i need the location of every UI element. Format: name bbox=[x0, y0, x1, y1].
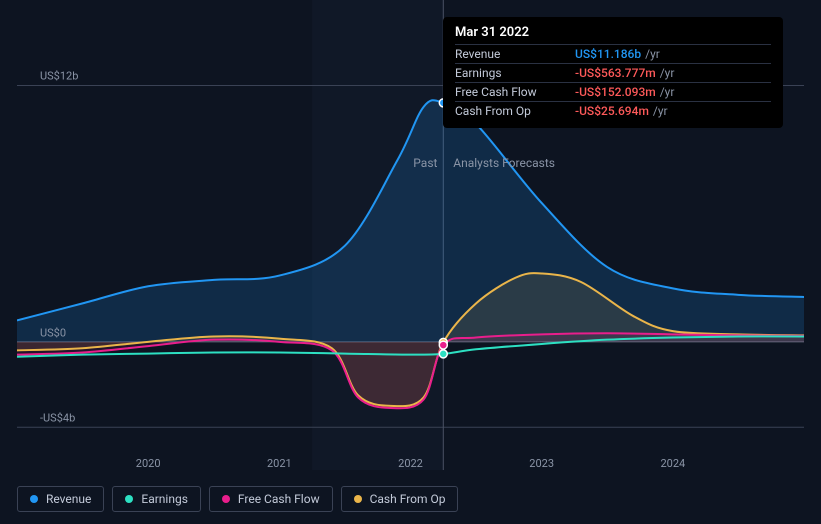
tooltip-row-label: Revenue bbox=[455, 47, 575, 61]
legend-item-earnings[interactable]: Earnings bbox=[112, 486, 201, 512]
legend-label: Earnings bbox=[141, 492, 188, 506]
tooltip-row: Cash From Op-US$25.694m/yr bbox=[455, 101, 771, 120]
data-tooltip: Mar 31 2022 RevenueUS$11.186b/yrEarnings… bbox=[443, 17, 783, 128]
legend-dot-icon bbox=[30, 495, 38, 503]
legend-item-revenue[interactable]: Revenue bbox=[17, 486, 104, 512]
legend-item-cash-from-op[interactable]: Cash From Op bbox=[341, 486, 459, 512]
past-label: Past bbox=[413, 156, 437, 170]
tooltip-row-unit: /yr bbox=[653, 104, 668, 118]
y-axis-label: US$12b bbox=[40, 70, 78, 83]
tooltip-row: Free Cash Flow-US$152.093m/yr bbox=[455, 82, 771, 101]
y-axis-label: US$0 bbox=[40, 326, 66, 339]
tooltip-row-label: Free Cash Flow bbox=[455, 85, 575, 99]
forecast-label: Analysts Forecasts bbox=[453, 156, 555, 170]
legend-label: Cash From Op bbox=[370, 492, 446, 506]
legend-dot-icon bbox=[125, 495, 133, 503]
tooltip-row-label: Earnings bbox=[455, 66, 575, 80]
x-axis-label: 2021 bbox=[267, 457, 292, 470]
tooltip-row-unit: /yr bbox=[645, 47, 660, 61]
tooltip-row-label: Cash From Op bbox=[455, 104, 575, 118]
tooltip-row-value: -US$563.777m bbox=[575, 66, 656, 80]
legend-dot-icon bbox=[222, 495, 230, 503]
tooltip-row-unit: /yr bbox=[660, 66, 675, 80]
tooltip-row-unit: /yr bbox=[660, 85, 675, 99]
legend-label: Revenue bbox=[46, 492, 91, 506]
tooltip-row-value: -US$25.694m bbox=[575, 104, 649, 118]
tooltip-row-value: -US$152.093m bbox=[575, 85, 656, 99]
tooltip-row: RevenueUS$11.186b/yr bbox=[455, 44, 771, 63]
chart-legend: Revenue Earnings Free Cash Flow Cash From O… bbox=[17, 486, 458, 512]
financial-forecast-chart: US$12b US$0 -US$4b 2020 2021 2022 2023 2024 Pa… bbox=[0, 0, 821, 524]
x-axis-label: 2023 bbox=[529, 457, 554, 470]
legend-dot-icon bbox=[354, 495, 362, 503]
x-axis-label: 2024 bbox=[660, 457, 685, 470]
legend-item-free-cash-flow[interactable]: Free Cash Flow bbox=[209, 486, 333, 512]
x-axis-label: 2020 bbox=[136, 457, 161, 470]
tooltip-row-value: US$11.186b bbox=[575, 47, 641, 61]
y-axis-label: -US$4b bbox=[40, 412, 75, 425]
x-axis-label: 2022 bbox=[398, 457, 423, 470]
tooltip-row: Earnings-US$563.777m/yr bbox=[455, 63, 771, 82]
tooltip-date: Mar 31 2022 bbox=[455, 25, 771, 44]
legend-label: Free Cash Flow bbox=[238, 492, 320, 506]
